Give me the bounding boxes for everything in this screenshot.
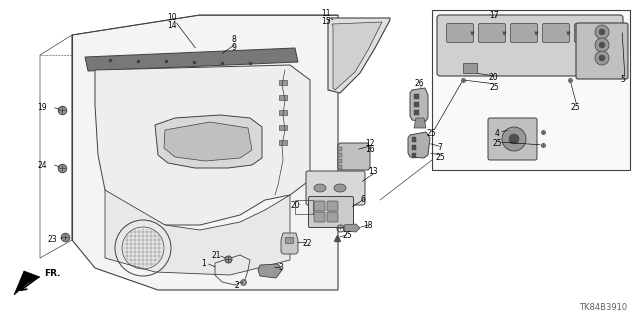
Polygon shape [408, 132, 430, 158]
Text: 6: 6 [360, 196, 365, 204]
Polygon shape [85, 48, 298, 71]
Bar [432, 10, 630, 170]
Polygon shape [328, 18, 390, 93]
Bar [338, 159, 342, 163]
FancyBboxPatch shape [437, 15, 623, 76]
Bar [414, 94, 419, 99]
Ellipse shape [334, 184, 346, 192]
Text: 20: 20 [488, 72, 498, 81]
Polygon shape [95, 65, 310, 225]
Text: 25: 25 [342, 231, 352, 240]
Bar [412, 153, 416, 158]
Text: 12: 12 [365, 138, 375, 147]
Bar [295, 200, 313, 214]
FancyBboxPatch shape [447, 24, 474, 42]
Text: 2: 2 [235, 280, 239, 290]
Bar [414, 110, 419, 115]
FancyBboxPatch shape [543, 24, 570, 42]
Text: 18: 18 [364, 220, 372, 229]
Polygon shape [338, 143, 370, 170]
FancyBboxPatch shape [314, 212, 325, 222]
Polygon shape [344, 224, 360, 232]
Text: 1: 1 [202, 259, 206, 269]
Text: 25: 25 [570, 102, 580, 112]
Text: 19: 19 [37, 103, 47, 113]
Bar [338, 147, 342, 151]
Bar [338, 165, 342, 169]
FancyBboxPatch shape [511, 24, 538, 42]
FancyBboxPatch shape [576, 23, 628, 79]
Bar [279, 110, 287, 115]
FancyBboxPatch shape [306, 171, 365, 205]
Text: 3: 3 [278, 263, 284, 272]
Bar [412, 137, 416, 142]
Polygon shape [14, 271, 40, 295]
Text: 11: 11 [321, 10, 331, 19]
Polygon shape [281, 233, 298, 254]
Bar [279, 80, 287, 85]
Text: 22: 22 [302, 239, 312, 248]
Text: 25: 25 [489, 83, 499, 92]
FancyBboxPatch shape [314, 201, 325, 211]
FancyBboxPatch shape [575, 24, 602, 42]
Bar [338, 153, 342, 157]
Bar [412, 145, 416, 150]
Text: 17: 17 [489, 11, 499, 19]
Text: TK84B3910: TK84B3910 [579, 303, 627, 313]
Circle shape [502, 127, 526, 151]
Text: 4: 4 [495, 129, 499, 137]
Text: 7: 7 [438, 144, 442, 152]
Polygon shape [164, 122, 252, 161]
Text: 24: 24 [37, 160, 47, 169]
Text: 14: 14 [167, 20, 177, 29]
Bar [414, 102, 419, 107]
Text: 25: 25 [435, 152, 445, 161]
Polygon shape [414, 118, 426, 128]
Polygon shape [410, 88, 428, 122]
Text: 9: 9 [232, 42, 236, 51]
Text: 26: 26 [414, 79, 424, 88]
Text: 21: 21 [211, 251, 221, 261]
Text: 8: 8 [232, 35, 236, 44]
FancyBboxPatch shape [327, 212, 338, 222]
Text: 20: 20 [290, 201, 300, 210]
Text: 25: 25 [426, 130, 436, 138]
Text: 16: 16 [365, 145, 375, 154]
Polygon shape [72, 15, 338, 290]
Polygon shape [332, 22, 382, 90]
Circle shape [599, 55, 605, 61]
Text: 10: 10 [167, 13, 177, 23]
Text: 15: 15 [321, 17, 331, 26]
Circle shape [599, 29, 605, 35]
Text: FR.: FR. [44, 270, 61, 278]
Circle shape [595, 25, 609, 39]
Circle shape [595, 51, 609, 65]
Bar [279, 95, 287, 100]
Bar [279, 125, 287, 130]
Text: 25: 25 [492, 138, 502, 147]
Polygon shape [105, 190, 290, 275]
Bar [285, 237, 293, 243]
Bar [463, 63, 477, 73]
Circle shape [509, 134, 519, 144]
Bar [279, 140, 287, 145]
Ellipse shape [314, 184, 326, 192]
FancyBboxPatch shape [308, 197, 353, 227]
FancyBboxPatch shape [327, 201, 338, 211]
Polygon shape [258, 264, 282, 278]
Text: 5: 5 [621, 76, 625, 85]
Text: 23: 23 [47, 235, 57, 244]
FancyBboxPatch shape [479, 24, 506, 42]
FancyBboxPatch shape [488, 118, 537, 160]
Circle shape [595, 38, 609, 52]
Text: 13: 13 [368, 167, 378, 176]
Polygon shape [155, 115, 262, 168]
Circle shape [599, 42, 605, 48]
